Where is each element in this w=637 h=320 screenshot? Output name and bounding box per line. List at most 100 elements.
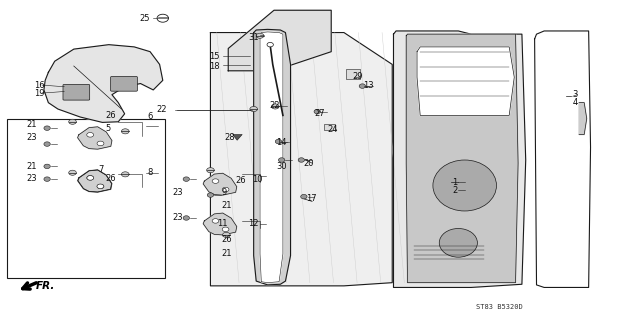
Ellipse shape: [122, 172, 129, 177]
Ellipse shape: [433, 160, 496, 211]
Text: 27: 27: [314, 109, 325, 118]
Ellipse shape: [97, 184, 104, 189]
Text: 5: 5: [106, 124, 111, 133]
Ellipse shape: [44, 126, 50, 130]
Ellipse shape: [222, 232, 230, 237]
Text: 3: 3: [573, 90, 578, 99]
Ellipse shape: [206, 168, 214, 173]
FancyBboxPatch shape: [111, 76, 138, 91]
FancyBboxPatch shape: [324, 124, 335, 130]
Ellipse shape: [44, 142, 50, 146]
Text: 26: 26: [106, 174, 116, 183]
Text: 21: 21: [222, 250, 233, 259]
Ellipse shape: [69, 170, 76, 175]
Ellipse shape: [44, 164, 50, 169]
Text: 23: 23: [173, 213, 183, 222]
Text: 15: 15: [209, 52, 220, 61]
Text: 17: 17: [306, 194, 317, 204]
Ellipse shape: [256, 33, 264, 38]
Ellipse shape: [298, 158, 304, 162]
Polygon shape: [406, 34, 518, 283]
Text: 24: 24: [327, 125, 338, 134]
Text: 2: 2: [452, 186, 457, 195]
Polygon shape: [78, 127, 112, 149]
Text: ST83 B5320D: ST83 B5320D: [476, 304, 523, 309]
Text: 1: 1: [452, 178, 457, 187]
Ellipse shape: [183, 216, 189, 220]
Ellipse shape: [183, 177, 189, 181]
Polygon shape: [44, 45, 163, 123]
Text: 8: 8: [147, 168, 152, 177]
Text: 26: 26: [222, 235, 233, 244]
Polygon shape: [417, 47, 514, 116]
Text: 31: 31: [248, 33, 259, 42]
Text: 6: 6: [147, 113, 152, 122]
Text: 7: 7: [98, 165, 103, 174]
Ellipse shape: [97, 184, 104, 188]
Text: 12: 12: [248, 219, 259, 228]
FancyBboxPatch shape: [346, 69, 360, 79]
Polygon shape: [254, 29, 290, 285]
Polygon shape: [233, 134, 242, 140]
Ellipse shape: [222, 187, 229, 192]
Text: 26: 26: [106, 111, 116, 120]
Ellipse shape: [44, 177, 50, 181]
Text: 22: 22: [269, 101, 280, 110]
Polygon shape: [78, 170, 111, 192]
Ellipse shape: [267, 43, 273, 47]
Text: 28: 28: [224, 133, 235, 142]
Ellipse shape: [212, 179, 219, 183]
Bar: [7, 119, 165, 278]
Text: 19: 19: [34, 89, 44, 98]
Polygon shape: [394, 31, 526, 287]
Ellipse shape: [250, 107, 257, 112]
Text: 23: 23: [26, 174, 37, 183]
Polygon shape: [228, 10, 331, 71]
Text: 4: 4: [573, 98, 578, 107]
Text: 22: 22: [157, 105, 168, 114]
Polygon shape: [210, 33, 392, 286]
Ellipse shape: [271, 104, 279, 109]
Text: 21: 21: [222, 201, 233, 210]
Text: 10: 10: [252, 175, 262, 184]
Ellipse shape: [207, 193, 213, 197]
Text: 9: 9: [222, 188, 227, 197]
Polygon shape: [534, 31, 590, 287]
Polygon shape: [203, 213, 237, 235]
Polygon shape: [78, 170, 112, 192]
Polygon shape: [203, 173, 237, 195]
Text: 26: 26: [236, 176, 247, 185]
Ellipse shape: [157, 14, 169, 22]
Ellipse shape: [87, 176, 94, 180]
Text: 20: 20: [303, 159, 314, 168]
Text: 30: 30: [276, 162, 287, 171]
Ellipse shape: [222, 227, 229, 232]
Ellipse shape: [314, 109, 320, 114]
Ellipse shape: [278, 158, 285, 162]
Text: 14: 14: [276, 138, 287, 147]
Polygon shape: [260, 32, 283, 283]
Ellipse shape: [87, 132, 94, 137]
Ellipse shape: [87, 176, 94, 180]
Text: 25: 25: [140, 14, 150, 23]
Text: 16: 16: [34, 81, 45, 90]
Ellipse shape: [97, 141, 104, 146]
Text: 23: 23: [173, 188, 183, 197]
Text: 21: 21: [26, 162, 36, 171]
Polygon shape: [579, 103, 587, 134]
Ellipse shape: [275, 139, 282, 144]
Text: 13: 13: [363, 81, 374, 90]
Ellipse shape: [301, 195, 307, 199]
Text: 21: 21: [26, 120, 36, 130]
Text: 11: 11: [217, 219, 227, 228]
Text: 29: 29: [352, 72, 362, 81]
Ellipse shape: [212, 219, 219, 223]
Text: 23: 23: [26, 132, 37, 141]
FancyBboxPatch shape: [63, 84, 90, 100]
Ellipse shape: [69, 119, 76, 124]
Text: FR.: FR.: [36, 281, 55, 291]
Ellipse shape: [359, 84, 366, 88]
Text: 18: 18: [209, 61, 220, 70]
Ellipse shape: [440, 228, 477, 257]
Ellipse shape: [122, 129, 129, 134]
